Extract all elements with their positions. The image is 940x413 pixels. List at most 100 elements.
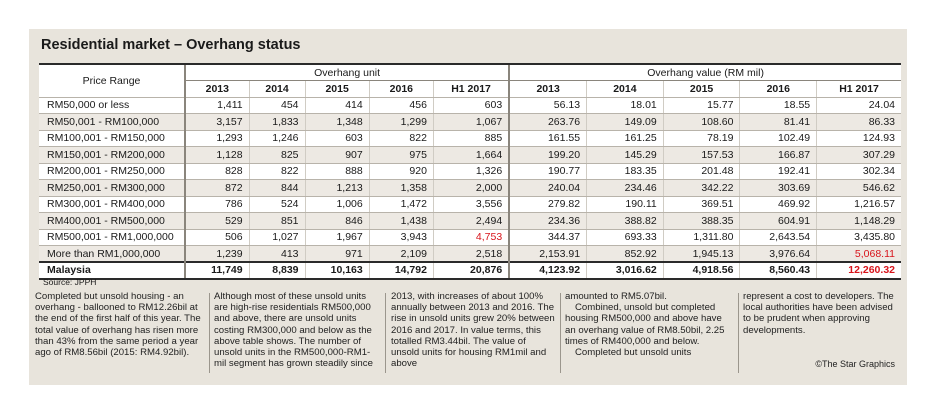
overhang-value-cell: 149.09: [586, 113, 664, 131]
overhang-value-cell: 24.04: [816, 97, 901, 114]
overhang-value-cell: 145.29: [586, 146, 664, 164]
year-header-values: H1 2017: [816, 80, 901, 98]
column-divider: [385, 293, 386, 373]
overhang-unit-cell: 2,109: [368, 245, 434, 263]
overhang-unit-cell: 14,792: [368, 261, 434, 280]
year-header-units: H1 2017: [432, 80, 510, 98]
price-range-cell: Malaysia: [39, 261, 185, 280]
overhang-unit-cell: 603: [304, 130, 370, 147]
graphics-credit: ©The Star Graphics: [815, 359, 895, 369]
overhang-value-cell: 1,311.80: [662, 229, 740, 246]
article-paragraph: amounted to RM5.07bil.: [565, 291, 667, 302]
overhang-unit-cell: 1,128: [183, 146, 250, 164]
table-row: RM250,001 - RM300,000 872 844 1,213 1,358 2,0…: [39, 179, 901, 197]
overhang-unit-cell: 971: [304, 245, 370, 263]
column-divider: [209, 293, 210, 373]
overhang-value-cell: 81.41: [739, 113, 817, 131]
overhang-value-cell: 240.04: [508, 179, 587, 197]
overhang-value-cell: 157.53: [662, 146, 740, 164]
overhang-value-cell: 307.29: [816, 146, 901, 164]
overhang-unit-cell: 825: [248, 146, 306, 164]
overhang-unit-cell: 20,876: [432, 261, 510, 280]
overhang-unit-cell: 1,006: [304, 196, 370, 213]
year-header-values: 2013: [508, 80, 587, 98]
overhang-unit-cell: 506: [183, 229, 250, 246]
price-range-cell: RM100,001 - RM150,000: [39, 130, 185, 147]
overhang-value-cell: 190.77: [508, 163, 587, 180]
overhang-unit-cell: 885: [432, 130, 510, 147]
price-range-cell: RM300,001 - RM400,000: [39, 196, 185, 213]
article-paragraph: represent a cost to developers. The loca…: [743, 291, 894, 336]
overhang-value-cell: 5,068.11: [816, 245, 901, 263]
overhang-value-cell: 852.92: [586, 245, 664, 263]
overhang-unit-cell: 907: [304, 146, 370, 164]
infographic-panel: Residential market – Overhang status Pri…: [29, 29, 907, 385]
overhang-unit-cell: 456: [368, 97, 434, 114]
overhang-unit-cell: 844: [248, 179, 306, 197]
price-range-cell: RM400,001 - RM500,000: [39, 212, 185, 230]
overhang-value-cell: 190.11: [586, 196, 664, 213]
table-row: RM400,001 - RM500,000 529 851 846 1,438 2,494…: [39, 212, 901, 230]
price-range-cell: RM200,001 - RM250,000: [39, 163, 185, 180]
overhang-value-cell: 234.36: [508, 212, 587, 230]
overhang-unit-cell: 1,967: [304, 229, 370, 246]
overhang-value-cell: 199.20: [508, 146, 587, 164]
overhang-value-cell: 263.76: [508, 113, 587, 131]
overhang-unit-cell: 822: [368, 130, 434, 147]
overhang-value-cell: 166.87: [739, 146, 817, 164]
overhang-unit-cell: 2,494: [432, 212, 510, 230]
overhang-unit-cell: 4,753: [432, 229, 510, 246]
table-row: RM500,001 - RM1,000,000 506 1,027 1,967 3,94…: [39, 229, 901, 246]
overhang-unit-cell: 454: [248, 97, 306, 114]
overhang-value-cell: 18.55: [739, 97, 817, 114]
overhang-value-cell: 469.92: [739, 196, 817, 213]
table-total-row: Malaysia 11,749 8,839 10,163 14,792 20,876 4,1…: [39, 261, 901, 280]
overhang-value-cell: 183.35: [586, 163, 664, 180]
year-header-values: 2014: [586, 80, 664, 98]
article-paragraph: 2013, with increases of about 100% annua…: [391, 291, 555, 370]
overhang-table: Price Range Overhang unit Overhang value…: [39, 63, 901, 280]
overhang-value-cell: 192.41: [739, 163, 817, 180]
overhang-value-cell: 234.46: [586, 179, 664, 197]
source-note: Source: JPPH: [43, 277, 97, 287]
text-column-3: 2013, with increases of about 100% annua…: [391, 291, 556, 369]
overhang-unit-cell: 1,326: [432, 163, 510, 180]
year-header-units: 2014: [248, 80, 306, 98]
overhang-unit-cell: 1,411: [183, 97, 250, 114]
overhang-value-header: Overhang value (RM mil): [508, 63, 901, 81]
overhang-unit-cell: 10,163: [304, 261, 370, 280]
overhang-unit-cell: 828: [183, 163, 250, 180]
price-range-cell: RM150,001 - RM200,000: [39, 146, 185, 164]
overhang-value-cell: 302.34: [816, 163, 901, 180]
overhang-unit-cell: 846: [304, 212, 370, 230]
overhang-unit-cell: 3,943: [368, 229, 434, 246]
overhang-value-cell: 546.62: [816, 179, 901, 197]
overhang-unit-cell: 529: [183, 212, 250, 230]
overhang-value-cell: 1,148.29: [816, 212, 901, 230]
overhang-value-cell: 344.37: [508, 229, 587, 246]
price-range-cell: RM500,001 - RM1,000,000: [39, 229, 185, 246]
overhang-unit-cell: 1,239: [183, 245, 250, 263]
overhang-unit-cell: 1,438: [368, 212, 434, 230]
overhang-unit-cell: 3,556: [432, 196, 510, 213]
overhang-value-cell: 86.33: [816, 113, 901, 131]
overhang-value-cell: 369.51: [662, 196, 740, 213]
year-header-values: 2015: [662, 80, 740, 98]
overhang-unit-cell: 603: [432, 97, 510, 114]
overhang-unit-cell: 1,213: [304, 179, 370, 197]
overhang-value-cell: 4,918.56: [662, 261, 740, 280]
price-range-cell: RM250,001 - RM300,000: [39, 179, 185, 197]
text-column-4: amounted to RM5.07bil. Combined, unsold b…: [565, 291, 733, 358]
text-column-5: represent a cost to developers. The loca…: [743, 291, 903, 336]
article-paragraph: Although most of these unsold units are …: [214, 291, 373, 370]
overhang-value-cell: 161.25: [586, 130, 664, 147]
price-range-cell: RM50,001 - RM100,000: [39, 113, 185, 131]
year-header-values: 2016: [739, 80, 817, 98]
overhang-unit-cell: 2,000: [432, 179, 510, 197]
column-divider: [738, 293, 739, 373]
overhang-unit-cell: 1,293: [183, 130, 250, 147]
article-paragraph: Combined, unsold but completed housing R…: [565, 302, 725, 347]
overhang-value-cell: 3,976.64: [739, 245, 817, 263]
article-text: Completed but unsold housing - an overha…: [29, 291, 907, 379]
article-paragraph: Completed but unsold units: [575, 347, 692, 359]
